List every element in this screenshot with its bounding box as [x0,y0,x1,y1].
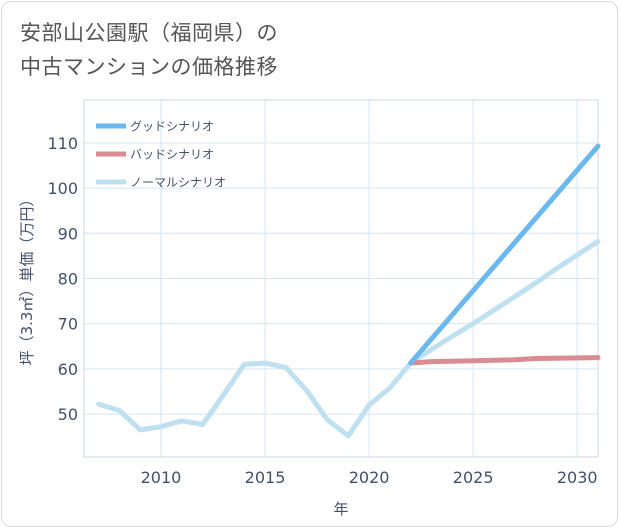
chart-title-line-1: 安部山公園駅（福岡県）の [20,21,278,45]
tick-labels: 2010 2015 2020 2025 2030 50 60 70 80 90 100 110 [47,134,597,487]
chart-title: 安部山公園駅（福岡県）の 中古マンションの価格推移 [20,16,278,84]
x-tick-label: 2010 [141,468,182,487]
series-line-2 [96,238,601,439]
y-tick-label: 70 [58,315,78,334]
x-axis-title: 年 [333,500,348,518]
y-axis-title: 坪（3.3㎡）単価（万円） [18,192,36,366]
series-layer [96,143,601,439]
plot-border [83,99,599,458]
grid-layer [84,100,598,457]
legend-label-2: ノーマルシナリオ [130,176,226,190]
y-tick-label: 110 [47,134,78,153]
series-line-1 [408,355,601,366]
legend-label-0: グッドシナリオ [130,120,214,134]
legend-label-1: バッドシナリオ [130,148,214,162]
y-tick-label: 90 [58,224,78,243]
x-tick-label: 2030 [557,468,598,487]
x-tick-label: 2020 [349,468,390,487]
y-tick-label: 100 [47,179,78,198]
x-tick-label: 2025 [453,468,494,487]
y-tick-label: 80 [58,270,78,289]
y-tick-label: 50 [58,405,78,424]
y-tick-label: 60 [58,360,78,379]
chart-title-line-2: 中古マンションの価格推移 [20,55,278,79]
x-tick-label: 2015 [245,468,286,487]
series-line-0 [408,143,601,366]
